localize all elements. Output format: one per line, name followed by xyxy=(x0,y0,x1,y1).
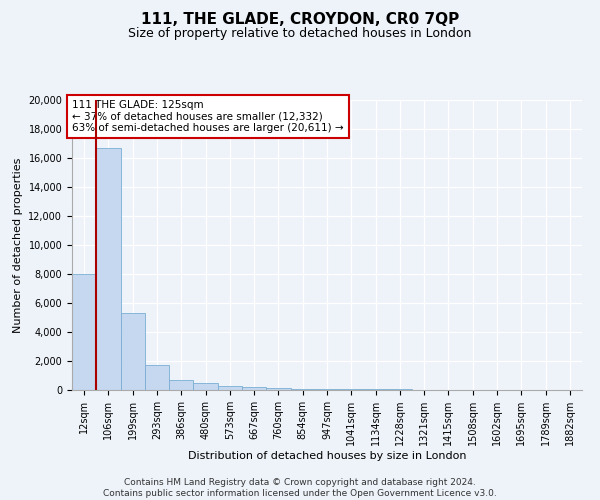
Text: 111 THE GLADE: 125sqm
← 37% of detached houses are smaller (12,332)
63% of semi-: 111 THE GLADE: 125sqm ← 37% of detached … xyxy=(72,100,344,133)
Bar xyxy=(218,386,242,390)
Text: Size of property relative to detached houses in London: Size of property relative to detached ho… xyxy=(128,28,472,40)
Bar xyxy=(145,364,169,390)
Y-axis label: Number of detached properties: Number of detached properties xyxy=(13,158,23,332)
X-axis label: Distribution of detached houses by size in London: Distribution of detached houses by size … xyxy=(188,451,466,461)
Bar xyxy=(72,274,96,390)
Bar xyxy=(315,389,339,390)
Bar xyxy=(169,380,193,390)
Bar xyxy=(96,148,121,390)
Text: Contains HM Land Registry data © Crown copyright and database right 2024.
Contai: Contains HM Land Registry data © Crown c… xyxy=(103,478,497,498)
Bar xyxy=(121,313,145,390)
Bar xyxy=(242,387,266,390)
Bar xyxy=(266,388,290,390)
Bar xyxy=(290,388,315,390)
Bar xyxy=(193,384,218,390)
Bar xyxy=(339,389,364,390)
Text: 111, THE GLADE, CROYDON, CR0 7QP: 111, THE GLADE, CROYDON, CR0 7QP xyxy=(141,12,459,28)
